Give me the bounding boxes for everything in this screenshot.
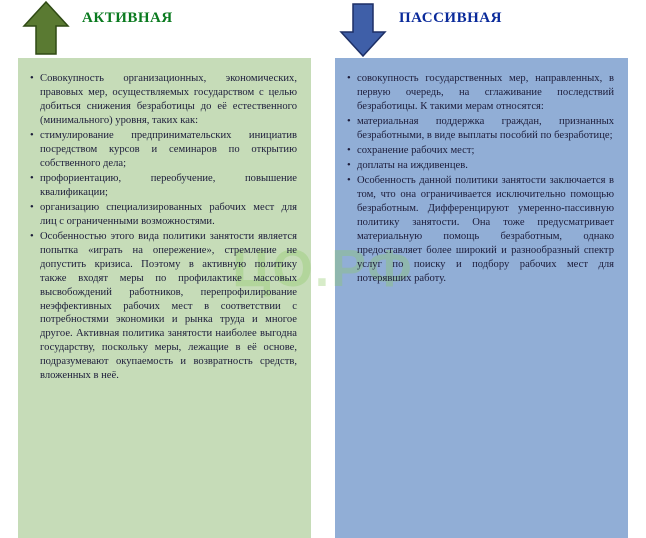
right-list: совокупность государственных мер, направ… bbox=[353, 72, 614, 286]
down-arrow-icon bbox=[335, 0, 391, 63]
list-item: сохранение рабочих мест; bbox=[353, 144, 614, 158]
right-title: ПАССИВНАЯ bbox=[399, 0, 502, 27]
left-body: Совокупность организационных, экономичес… bbox=[18, 58, 311, 538]
two-column-layout: АКТИВНАЯ Совокупность организационных, э… bbox=[0, 0, 646, 538]
list-item: профориентацию, переобучение, повышение … bbox=[36, 172, 297, 200]
right-column: ПАССИВНАЯ совокупность государственных м… bbox=[335, 0, 628, 538]
left-column: АКТИВНАЯ Совокупность организационных, э… bbox=[18, 0, 311, 538]
left-header: АКТИВНАЯ bbox=[18, 0, 311, 58]
list-item: Совокупность организационных, экономичес… bbox=[36, 72, 297, 128]
arrow-shape bbox=[24, 2, 68, 54]
arrow-shape bbox=[341, 4, 385, 56]
right-header: ПАССИВНАЯ bbox=[335, 0, 628, 58]
up-arrow-icon bbox=[18, 0, 74, 63]
list-item: материальная поддержка граждан, признанн… bbox=[353, 115, 614, 143]
left-list: Совокупность организационных, экономичес… bbox=[36, 72, 297, 383]
left-title: АКТИВНАЯ bbox=[82, 0, 173, 27]
right-body: совокупность государственных мер, направ… bbox=[335, 58, 628, 538]
list-item: Особенность данной политики занятости за… bbox=[353, 174, 614, 286]
list-item: совокупность государственных мер, направ… bbox=[353, 72, 614, 114]
list-item: Особенностью этого вида политики занятос… bbox=[36, 230, 297, 384]
list-item: стимулирование предпринимательских иници… bbox=[36, 129, 297, 171]
list-item: организацию специализированных рабочих м… bbox=[36, 201, 297, 229]
list-item: доплаты на иждивенцев. bbox=[353, 159, 614, 173]
